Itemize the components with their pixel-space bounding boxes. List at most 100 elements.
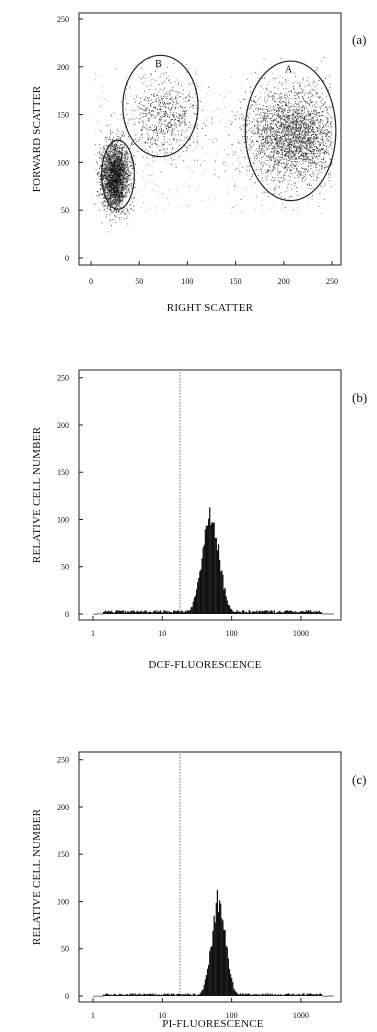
- scatter-point: [275, 123, 277, 125]
- scatter-point: [322, 139, 324, 141]
- scatter-point: [291, 141, 293, 143]
- scatter-point: [267, 183, 269, 185]
- scatter-point: [297, 152, 299, 154]
- scatter-point: [271, 113, 273, 115]
- scatter-point: [183, 139, 185, 141]
- scatter-point: [248, 170, 251, 172]
- scatter-point: [323, 168, 325, 170]
- scatter-point: [251, 127, 253, 129]
- scatter-point: [275, 157, 277, 159]
- scatter-point: [302, 124, 305, 126]
- scatter-point: [302, 155, 304, 157]
- scatter-point: [261, 147, 263, 150]
- scatter-point: [319, 122, 321, 124]
- scatter-point: [303, 135, 305, 138]
- scatter-point: [192, 96, 194, 99]
- scatter-point: [278, 100, 280, 102]
- scatter-point: [254, 95, 256, 98]
- scatter-point: [182, 89, 184, 91]
- scatter-point: [117, 199, 119, 201]
- scatter-point: [123, 163, 125, 165]
- scatter-point: [267, 170, 269, 173]
- scatter-point: [267, 169, 269, 171]
- scatter-point: [107, 193, 109, 195]
- scatter-point: [248, 143, 250, 146]
- scatter-point: [169, 109, 171, 111]
- scatter-point: [149, 113, 151, 115]
- scatter-point: [255, 141, 257, 143]
- scatter-point: [278, 144, 280, 146]
- scatter-point: [260, 139, 262, 141]
- scatter-point: [270, 122, 272, 124]
- scatter-point: [293, 144, 295, 146]
- scatter-point: [138, 140, 140, 142]
- scatter-point: [277, 153, 280, 155]
- scatter-point: [122, 153, 124, 155]
- scatter-point: [96, 194, 98, 196]
- scatter-point: [184, 136, 186, 138]
- scatter-point: [174, 81, 176, 83]
- scatter-point: [280, 192, 282, 194]
- scatter-point: [127, 157, 129, 159]
- scatter-point: [131, 142, 133, 144]
- scatter-point: [298, 141, 300, 143]
- scatter-point: [312, 100, 314, 103]
- scatter-point: [310, 165, 312, 167]
- scatter-point: [151, 124, 153, 126]
- scatter-point: [302, 138, 304, 140]
- scatter-point: [261, 177, 264, 179]
- scatter-point: [273, 159, 275, 161]
- scatter-point: [304, 107, 306, 109]
- scatter-point: [125, 169, 128, 172]
- scatter-point: [295, 98, 297, 100]
- scatter-point: [284, 115, 286, 117]
- scatter-point: [204, 125, 207, 127]
- scatter-point: [272, 127, 274, 129]
- scatter-point: [285, 133, 287, 135]
- scatter-point: [150, 138, 153, 140]
- scatter-point: [150, 126, 152, 128]
- scatter-point: [296, 174, 298, 177]
- scatter-point: [238, 118, 240, 120]
- scatter-point: [176, 91, 178, 93]
- scatter-point: [128, 172, 130, 174]
- scatter-point: [208, 86, 210, 88]
- scatter-point: [172, 133, 174, 136]
- scatter-point: [299, 170, 301, 172]
- scatter-point: [306, 103, 308, 105]
- scatter-point: [168, 108, 170, 110]
- scatter-point: [180, 96, 182, 98]
- scatter-point: [164, 159, 166, 161]
- scatter-point: [286, 128, 288, 130]
- scatter-point: [180, 134, 182, 136]
- scatter-point: [183, 111, 185, 113]
- scatter-point: [296, 135, 298, 137]
- scatter-point: [144, 113, 146, 115]
- scatter-point: [211, 122, 213, 124]
- scatter-point: [246, 119, 248, 121]
- scatter-point: [291, 143, 293, 145]
- scatter-point: [171, 127, 173, 129]
- scatter-point: [117, 147, 119, 149]
- scatter-point: [272, 140, 274, 142]
- scatter-point: [328, 180, 330, 182]
- scatter-point: [287, 138, 289, 140]
- scatter-point: [150, 84, 152, 86]
- scatter-point: [287, 100, 290, 102]
- scatter-point: [176, 124, 178, 126]
- scatter-point: [307, 112, 309, 114]
- scatter-point: [140, 78, 142, 80]
- scatter-point: [151, 115, 153, 117]
- scatter-point: [134, 110, 136, 112]
- scatter-point: [146, 85, 148, 87]
- scatter-point: [123, 169, 125, 172]
- scatter-point: [293, 165, 295, 167]
- scatter-point: [223, 161, 225, 163]
- scatter-point: [329, 159, 331, 161]
- scatter-point: [277, 162, 279, 164]
- scatter-point: [310, 145, 312, 147]
- scatter-point: [284, 198, 286, 200]
- scatter-point: [292, 119, 294, 121]
- scatter-point: [330, 120, 332, 122]
